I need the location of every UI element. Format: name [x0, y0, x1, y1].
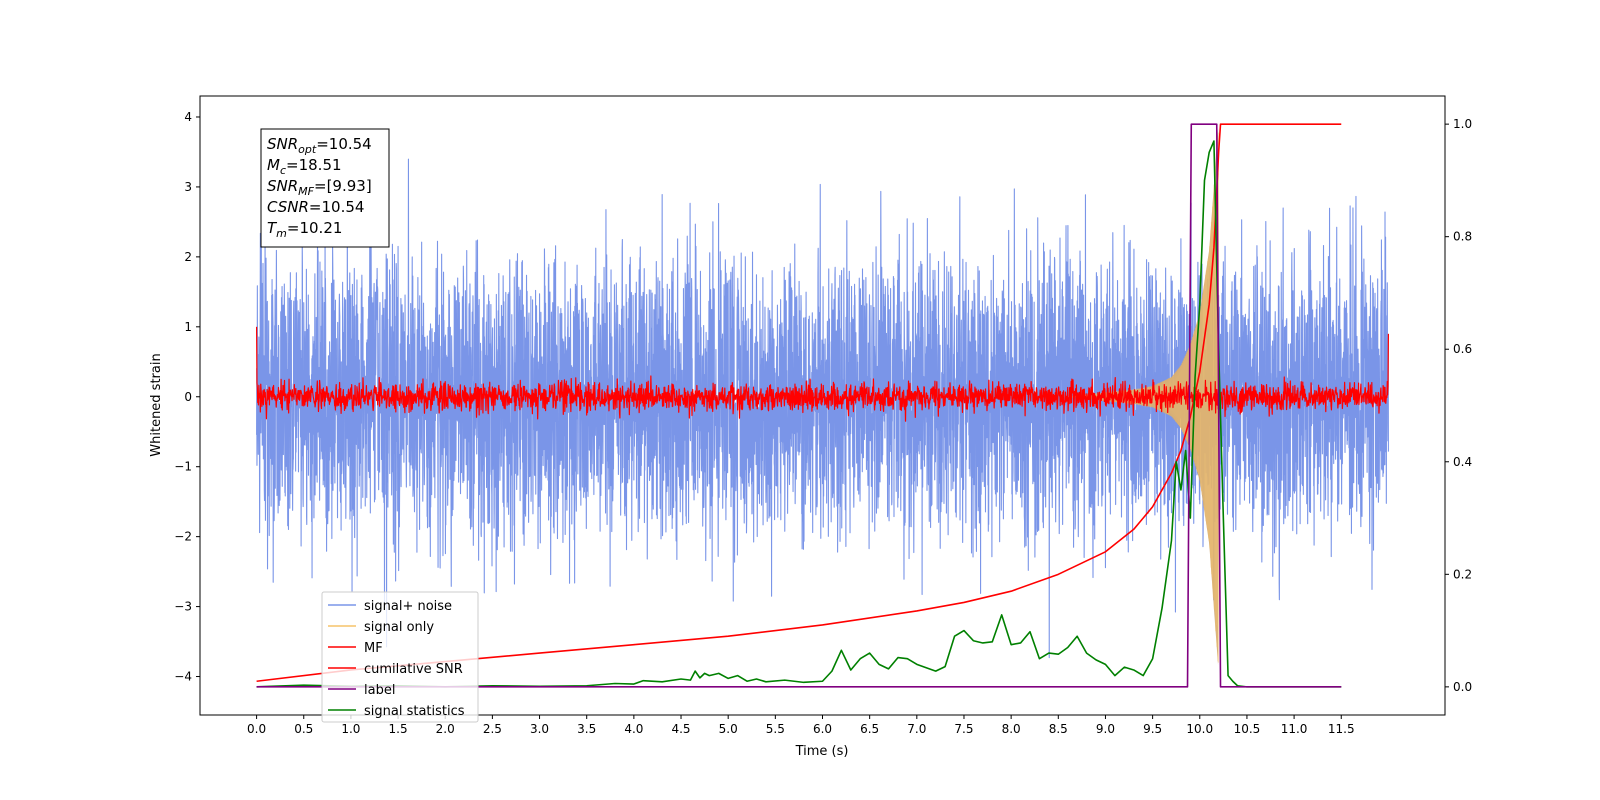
y2-tick-label: 0.8 [1453, 230, 1472, 244]
info-line: CSNR=10.54 [267, 198, 364, 216]
x-tick-label: 0.0 [247, 722, 266, 736]
info-box: SNRopt=10.54Mc=18.51SNRMF=[9.93]CSNR=10.… [260, 128, 390, 248]
y-tick-label: 3 [184, 180, 192, 194]
y-axis-label: Whitened strain [149, 353, 164, 456]
x-axis-label: Time (s) [795, 744, 849, 759]
info-line: SNRMF=[9.93] [267, 177, 372, 198]
x-tick-label: 1.5 [389, 722, 408, 736]
y2-tick-label: 1.0 [1453, 117, 1472, 131]
x-tick-label: 3.5 [577, 722, 596, 736]
x-axis: 0.0 0.5 1.0 1.5 2.0 2.5 3.0 3.5 4.0 4.5 5.0 5.5 6.0 6… [247, 715, 1355, 736]
y-tick-label: 4 [184, 110, 192, 124]
series-mf [255, 326, 1390, 422]
legend-label: signal only [364, 620, 434, 635]
x-tick-label: 2.0 [436, 722, 455, 736]
y-tick-label: −4 [174, 670, 192, 684]
y-tick-label: 1 [184, 320, 192, 334]
legend-label: signal statistics [364, 704, 465, 719]
x-tick-label: 10.0 [1186, 722, 1213, 736]
y-tick-label: 0 [184, 390, 192, 404]
series-signal-statistics [256, 140, 1342, 688]
y-tick-label: 2 [184, 250, 192, 264]
x-tick-label: 10.5 [1234, 722, 1261, 736]
series-label [256, 123, 1342, 688]
y-axis-left: −4 −3 −2 −1 0 1 2 3 4 [174, 110, 200, 684]
y2-tick-label: 0.0 [1453, 680, 1472, 694]
x-tick-label: 7.5 [954, 722, 973, 736]
legend: signal+ noise signal only MF cumilative SNR… [321, 591, 479, 723]
x-tick-label: 8.5 [1049, 722, 1068, 736]
x-tick-label: 5.0 [719, 722, 738, 736]
legend-label: MF [364, 641, 383, 656]
x-tick-label: 7.0 [907, 722, 926, 736]
x-tick-label: 8.0 [1002, 722, 1021, 736]
x-tick-label: 11.5 [1328, 722, 1355, 736]
x-tick-label: 2.5 [483, 722, 502, 736]
legend-frame [321, 591, 479, 723]
x-tick-label: 11.0 [1281, 722, 1308, 736]
info-line: Tm=10.21 [267, 219, 342, 240]
x-tick-label: 4.5 [671, 722, 690, 736]
y2-tick-label: 0.6 [1453, 342, 1472, 356]
y2-tick-label: 0.4 [1453, 455, 1472, 469]
y-tick-label: −3 [174, 600, 192, 614]
y2-tick-label: 0.2 [1453, 567, 1472, 581]
x-tick-label: 6.0 [813, 722, 832, 736]
legend-label: label [364, 683, 395, 698]
x-tick-label: 6.5 [860, 722, 879, 736]
series-layer [255, 123, 1390, 688]
info-line: Mc=18.51 [267, 156, 342, 177]
x-tick-label: 9.5 [1143, 722, 1162, 736]
legend-label: signal+ noise [364, 599, 452, 614]
x-tick-label: 0.5 [294, 722, 313, 736]
info-box-frame [260, 128, 390, 248]
x-tick-label: 1.0 [341, 722, 360, 736]
legend-label: cumilative SNR [364, 662, 463, 677]
y-tick-label: −1 [174, 460, 192, 474]
x-tick-label: 3.0 [530, 722, 549, 736]
y-tick-label: −2 [174, 530, 192, 544]
x-tick-label: 5.5 [766, 722, 785, 736]
info-line: SNRopt=10.54 [267, 135, 372, 156]
series-signal-noise [256, 158, 1389, 659]
series-cumulative-snr [256, 123, 1342, 683]
x-tick-label: 4.0 [624, 722, 643, 736]
x-tick-label: 9.0 [1096, 722, 1115, 736]
y-axis-right: 0.0 0.2 0.4 0.6 0.8 1.0 [1445, 117, 1472, 694]
